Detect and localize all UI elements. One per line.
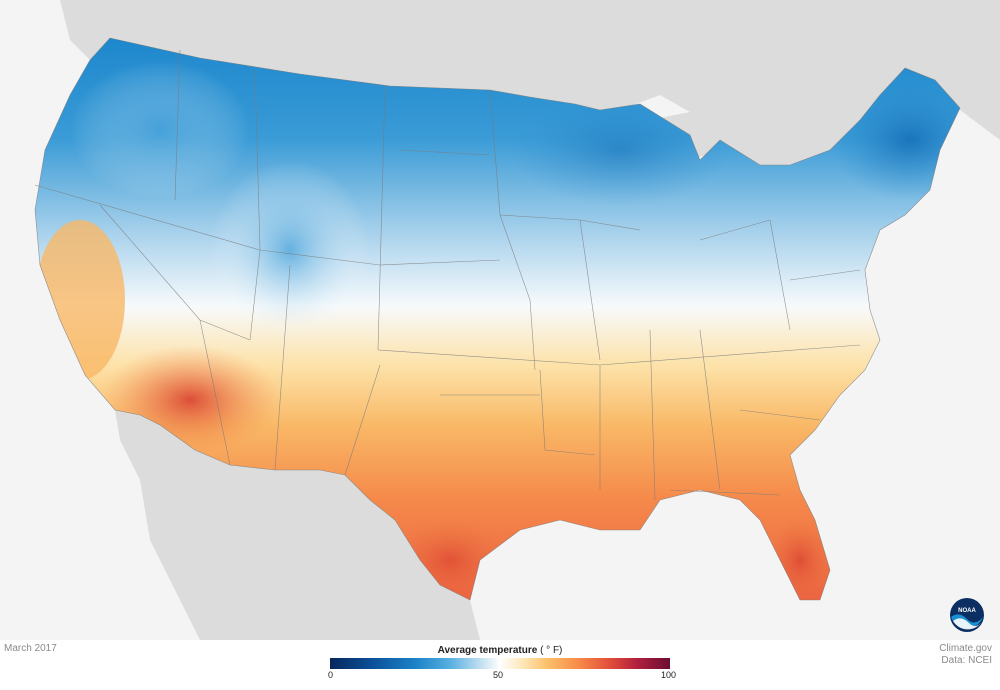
map-area: NOAA — [0, 0, 1000, 640]
state-boundaries — [34, 37, 961, 601]
legend-color-bar — [330, 658, 670, 669]
legend-title-text: Average temperature — [437, 645, 538, 656]
credit-source: Climate.gov — [939, 643, 992, 654]
temperature-legend: Average temperature ( ° F) 0 50 100 — [328, 644, 676, 683]
legend-unit: ( ° F) — [540, 645, 563, 656]
legend-tick-min: 0 — [328, 670, 334, 680]
legend-title: Average temperature ( ° F) — [330, 644, 670, 658]
credit-data: Data: NCEI — [941, 655, 992, 666]
legend-tick-max: 100 — [660, 670, 676, 680]
credits: Climate.gov Data: NCEI — [939, 643, 992, 667]
noaa-logo-text: NOAA — [958, 608, 976, 614]
legend-tick-mid: 50 — [493, 670, 504, 680]
noaa-logo: NOAA — [950, 598, 984, 632]
temperature-map — [34, 0, 1000, 640]
date-label: March 2017 — [4, 643, 57, 654]
footer: March 2017 Average temperature ( ° F) 0 … — [0, 640, 1000, 690]
surrounding-land — [60, 0, 1000, 640]
legend-ticks: 0 50 100 — [328, 669, 676, 683]
